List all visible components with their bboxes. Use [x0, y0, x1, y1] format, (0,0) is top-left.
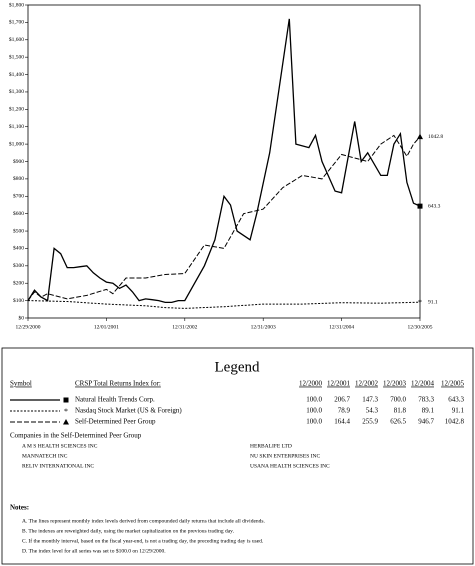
row-name: Nasdaq Stock Market (US & Foreign) [75, 407, 182, 415]
cell: 100.0 [306, 396, 322, 404]
end-label: 1042.8 [428, 134, 443, 140]
y-tick-label: $1,500 [9, 53, 24, 60]
series-line [27, 134, 421, 301]
y-tick-label: $700 [13, 193, 24, 200]
y-tick-label: $0 [19, 314, 25, 321]
cell: 643.3 [448, 396, 464, 404]
y-tick-label: $100 [13, 297, 24, 304]
y-tick-label: $1,700 [9, 19, 24, 26]
legend-marker [63, 419, 69, 425]
note: A. The lines represent monthly index lev… [22, 517, 266, 524]
company: HERBALIFE LTD [250, 443, 292, 449]
series-line [27, 18, 421, 304]
year-header: 12/2003 [383, 380, 406, 388]
y-tick-label: $200 [13, 279, 24, 286]
cell: 700.0 [390, 396, 406, 404]
end-label: 91.1 [428, 299, 438, 305]
y-tick-label: $300 [13, 262, 24, 269]
y-tick-label: $900 [13, 158, 24, 165]
cell: 626.5 [390, 418, 406, 426]
note: D. The index level for all series was se… [22, 547, 166, 554]
end-marker [417, 203, 423, 209]
year-header: 12/2001 [327, 380, 350, 388]
note: C. If the monthly interval, based on the… [22, 537, 264, 544]
company: A M S HEALTH SCIENCES INC [22, 443, 98, 449]
year-header: 12/2005 [441, 380, 464, 388]
x-tick-label: 12/30/2005 [407, 324, 432, 330]
year-header: 12/2004 [411, 380, 434, 388]
legend-box [1, 347, 474, 565]
y-tick-label: $600 [13, 210, 24, 217]
cell: 206.7 [334, 396, 350, 404]
legend-marker: * [64, 407, 68, 416]
companies-header: Companies in the Self-Determined Peer Gr… [10, 432, 142, 440]
y-tick-label: $1,000 [9, 140, 24, 147]
cell: 78.9 [338, 407, 351, 415]
y-tick-label: $400 [13, 245, 24, 252]
index-header: CRSP Total Returns Index for: [75, 380, 161, 388]
x-tick-label: 12/31/2002 [172, 324, 197, 330]
y-tick-label: $1,200 [9, 106, 24, 113]
y-tick-label: $1,100 [9, 123, 24, 130]
x-tick-label: 12/29/2000 [15, 324, 40, 330]
row-name: Natural Health Trends Corp. [75, 396, 155, 404]
y-tick-label: $1,300 [9, 88, 24, 95]
cell: 946.7 [418, 418, 434, 426]
cell: 89.1 [422, 407, 435, 415]
note: B. The indexes are reweighted daily, usi… [22, 528, 235, 534]
cell: 255.9 [362, 418, 378, 426]
row-name: Self-Determined Peer Group [75, 418, 156, 426]
cell: 54.3 [366, 407, 379, 415]
series-line [27, 300, 421, 309]
y-tick-label: $800 [13, 175, 24, 182]
y-tick-label: $1,600 [9, 36, 24, 43]
legend-marker [63, 397, 69, 403]
x-tick-label: 12/31/2004 [329, 324, 354, 330]
notes-header: Notes: [10, 504, 29, 512]
company: RELIV INTERNATIONAL INC [22, 463, 94, 469]
cell: 81.8 [394, 407, 407, 415]
year-header: 12/2002 [355, 380, 378, 388]
company: USANA HEALTH SCIENCES INC [250, 463, 330, 469]
end-marker [417, 133, 423, 140]
end-label: 643.3 [428, 203, 441, 209]
year-header: 12/2000 [299, 380, 322, 388]
cell: 164.4 [334, 418, 350, 426]
y-tick-label: $1,800 [9, 1, 24, 8]
cell: 100.0 [306, 418, 322, 426]
cell: 1042.8 [445, 418, 465, 426]
symbol-header: Symbol [10, 380, 32, 388]
x-tick-label: 12/01/2001 [94, 324, 119, 330]
company: NU SKIN ENTERPRISES INC [250, 453, 320, 459]
y-tick-label: $500 [13, 227, 24, 234]
cell: 100.0 [306, 407, 322, 415]
end-marker: * [418, 298, 422, 307]
company: MANNATECH INC [22, 453, 68, 459]
cell: 91.1 [452, 407, 465, 415]
cell: 783.3 [418, 396, 434, 404]
legend-title: Legend [215, 359, 260, 375]
x-tick-label: 12/31/2003 [251, 324, 276, 330]
y-tick-label: $1,400 [9, 71, 24, 78]
cell: 147.3 [362, 396, 378, 404]
